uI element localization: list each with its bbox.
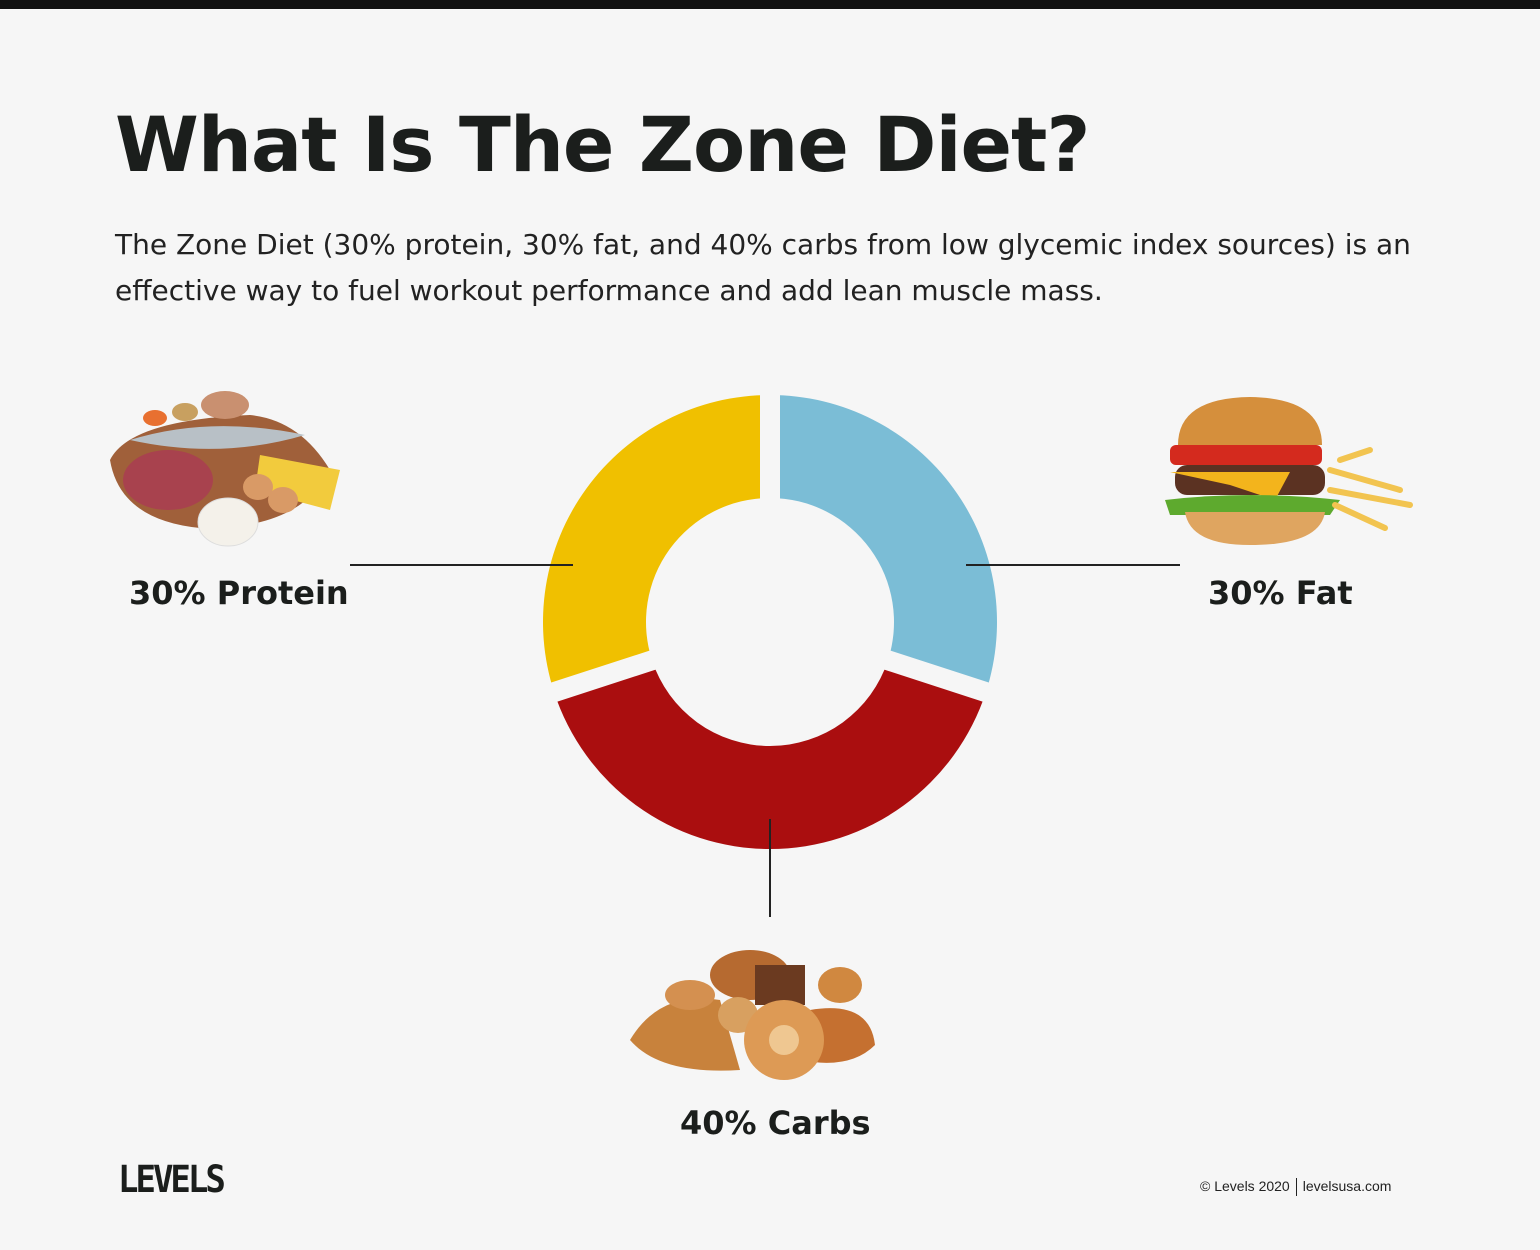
fat-food-image <box>1165 397 1413 545</box>
page-title: What Is The Zone Diet? <box>115 100 1090 189</box>
slice-protein <box>543 395 770 693</box>
levels-logo: LEVELS <box>118 1158 226 1202</box>
copyright: © Levels 2020 <box>1200 1178 1290 1194</box>
slice-fat <box>770 395 997 693</box>
slice-gap <box>546 649 660 704</box>
fat-label: 30% Fat <box>1208 574 1353 612</box>
carbs-label: 40% Carbs <box>680 1104 871 1142</box>
protein-food-image <box>110 391 340 547</box>
carbs-food-image <box>630 950 875 1080</box>
slice-carbs <box>554 660 986 849</box>
slice-gap <box>880 649 994 704</box>
intro-text: The Zone Diet (30% protein, 30% fat, and… <box>115 228 1411 307</box>
website-link[interactable]: levelsusa.com <box>1302 1178 1392 1194</box>
footer: © Levels 2020 levelsusa.com <box>1200 1178 1392 1197</box>
protein-label: 30% Protein <box>129 574 349 612</box>
top-bar <box>0 0 1540 9</box>
footer-divider <box>1295 1178 1297 1197</box>
